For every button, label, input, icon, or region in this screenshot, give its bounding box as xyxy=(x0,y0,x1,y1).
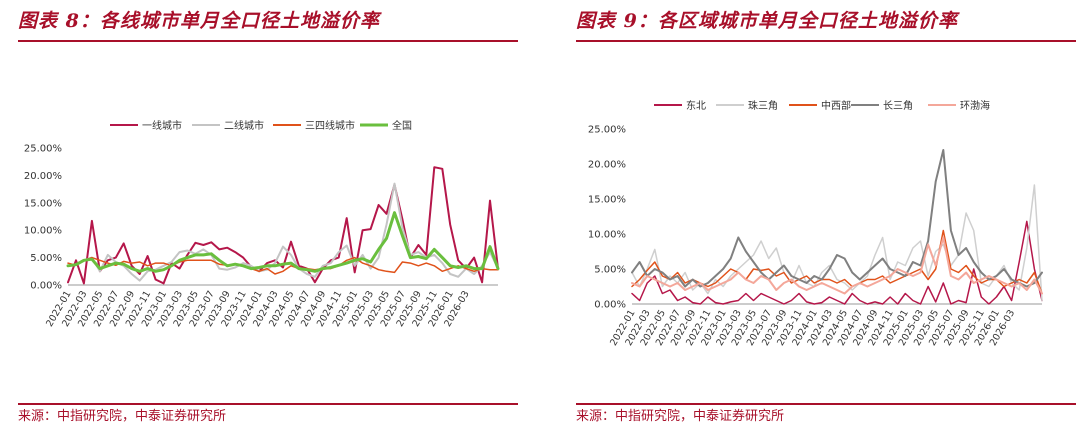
figure-title: 图表 8：各线城市单月全口径土地溢价率 xyxy=(18,10,380,32)
series-line-长三角 xyxy=(631,149,1043,288)
legend-label: 一线城市 xyxy=(142,119,182,132)
figure-title: 图表 9：各区域城市单月全口径土地溢价率 xyxy=(576,10,958,32)
line-chart: 0.00%5.00%10.00%15.00%20.00%25.00%2022-0… xyxy=(588,99,1043,348)
legend-label: 三四线城市 xyxy=(305,119,355,132)
series-line-中西部 xyxy=(631,229,1043,295)
y-tick-label: 10.00% xyxy=(588,230,626,241)
series-line-全国 xyxy=(66,211,500,273)
legend-label: 东北 xyxy=(686,99,706,112)
y-tick-label: 10.00% xyxy=(24,226,62,237)
y-tick-label: 20.00% xyxy=(24,171,62,182)
series-line-一线城市 xyxy=(67,166,499,285)
y-tick-label: 0.00% xyxy=(30,281,62,292)
legend-label: 二线城市 xyxy=(224,119,264,132)
y-tick-label: 5.00% xyxy=(594,265,626,276)
legend-label: 珠三角 xyxy=(748,99,778,112)
y-tick-label: 5.00% xyxy=(30,253,62,264)
title-rule xyxy=(576,40,1076,42)
y-tick-label: 15.00% xyxy=(24,198,62,209)
y-tick-label: 25.00% xyxy=(24,144,62,155)
chart-panel-left: 图表 8：各线城市单月全口径土地溢价率 0.00% 5.00% 10.00% 15.0… xyxy=(18,0,518,424)
line-chart: 0.00%5.00%10.00%15.00%20.00%25.00%2022-0… xyxy=(24,119,500,329)
source-note: 来源：中指研究院，中泰证券研究所 xyxy=(576,409,785,424)
series-line-三四线城市 xyxy=(67,256,499,275)
legend-label: 全国 xyxy=(392,119,412,132)
source-note: 来源：中指研究院，中泰证券研究所 xyxy=(18,409,227,424)
y-tick-label: 15.00% xyxy=(588,195,626,206)
y-tick-label: 0.00% xyxy=(594,300,626,311)
legend-label: 环渤海 xyxy=(960,99,990,112)
legend-label: 长三角 xyxy=(883,100,913,112)
y-tick-label: 20.00% xyxy=(588,160,626,171)
y-tick-label: 25.00% xyxy=(588,125,626,136)
source-rule xyxy=(576,403,1076,405)
source-rule xyxy=(18,403,518,405)
series-line-环渤海 xyxy=(631,236,1043,295)
series-line-东北 xyxy=(631,220,1043,305)
chart-panel-right: 图表 9：各区域城市单月全口径土地溢价率 0.00% 5.00% 10.00% 15.… xyxy=(576,0,1076,424)
legend-label: 中西部 xyxy=(821,99,851,112)
title-rule xyxy=(18,40,518,42)
